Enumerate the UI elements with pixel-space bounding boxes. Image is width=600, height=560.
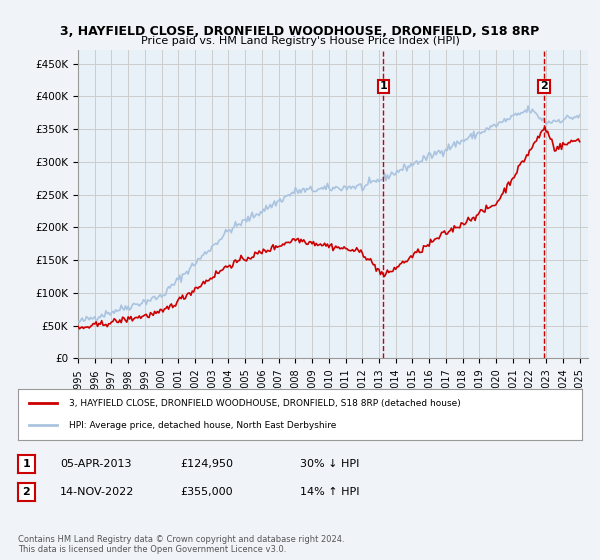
Text: 14-NOV-2022: 14-NOV-2022: [60, 487, 134, 497]
Text: 14% ↑ HPI: 14% ↑ HPI: [300, 487, 359, 497]
Text: 30% ↓ HPI: 30% ↓ HPI: [300, 459, 359, 469]
Text: 3, HAYFIELD CLOSE, DRONFIELD WOODHOUSE, DRONFIELD, S18 8RP: 3, HAYFIELD CLOSE, DRONFIELD WOODHOUSE, …: [61, 25, 539, 38]
Text: 1: 1: [380, 81, 388, 91]
Text: 2: 2: [540, 81, 548, 91]
Text: HPI: Average price, detached house, North East Derbyshire: HPI: Average price, detached house, Nort…: [69, 421, 336, 430]
Text: £355,000: £355,000: [180, 487, 233, 497]
Text: 1: 1: [23, 459, 30, 469]
Text: 3, HAYFIELD CLOSE, DRONFIELD WOODHOUSE, DRONFIELD, S18 8RP (detached house): 3, HAYFIELD CLOSE, DRONFIELD WOODHOUSE, …: [69, 399, 461, 408]
Text: 2: 2: [23, 487, 30, 497]
Text: Contains HM Land Registry data © Crown copyright and database right 2024.
This d: Contains HM Land Registry data © Crown c…: [18, 535, 344, 554]
Text: 05-APR-2013: 05-APR-2013: [60, 459, 131, 469]
Text: Price paid vs. HM Land Registry's House Price Index (HPI): Price paid vs. HM Land Registry's House …: [140, 36, 460, 46]
Text: £124,950: £124,950: [180, 459, 233, 469]
